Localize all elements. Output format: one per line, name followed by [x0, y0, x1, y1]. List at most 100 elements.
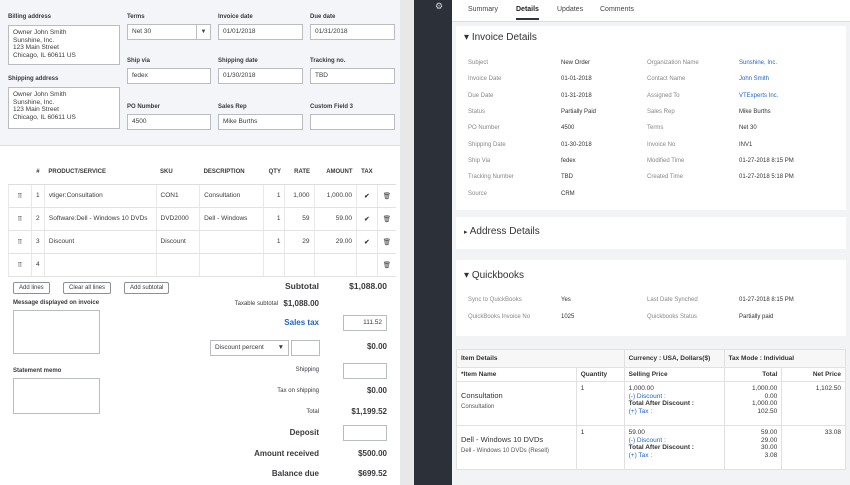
amount-received-value: $500.00: [358, 449, 387, 458]
sales-rep-input[interactable]: Mike Burths: [218, 114, 303, 130]
message-textarea[interactable]: [13, 310, 100, 354]
tax-link[interactable]: (+) Tax :: [628, 407, 653, 415]
discount-link[interactable]: (-) Discount :: [628, 392, 666, 400]
table-row[interactable]: ⠿ 1 vtiger:Consultation CON1 Consultatio…: [8, 184, 396, 208]
discount-input[interactable]: [291, 340, 320, 356]
trash-icon[interactable]: 🗑: [376, 184, 396, 208]
tab-comments[interactable]: Comments: [600, 6, 634, 13]
shipping-address-field[interactable]: Owner John Smith Sunshine, Inc. 123 Main…: [8, 87, 120, 129]
chevron-down-icon[interactable]: ▼: [196, 25, 210, 39]
row-description[interactable]: Consultation: [199, 184, 264, 208]
add-subtotal-button[interactable]: Add subtotal: [124, 282, 170, 294]
table-row: Dell - Windows 10 DVDs Dell - Windows 10 …: [456, 425, 846, 470]
row-product[interactable]: [43, 253, 157, 277]
row-product[interactable]: Software:Dell - Windows 10 DVDs: [43, 207, 157, 231]
po-number-input[interactable]: 4500: [127, 114, 211, 130]
quickbooks-header[interactable]: ▾ Quickbooks: [464, 270, 524, 281]
custom-field-3-input[interactable]: [310, 114, 395, 130]
due-date-input[interactable]: 01/31/2018: [310, 24, 395, 40]
row-description[interactable]: [199, 230, 264, 254]
row-qty[interactable]: 1: [263, 207, 285, 231]
row-rate[interactable]: 1,000: [284, 184, 315, 208]
row-rate[interactable]: 29: [284, 230, 315, 254]
row-sku[interactable]: DVD2000: [155, 207, 200, 231]
tracking-no-input[interactable]: TBD: [310, 68, 395, 84]
item-table-header-row: *Item Name Quantity Selling Price Total …: [456, 367, 846, 382]
table-row[interactable]: ⠿ 2 Software:Dell - Windows 10 DVDs DVD2…: [8, 207, 396, 231]
shipping-date-input[interactable]: 01/30/2018: [218, 68, 303, 84]
add-lines-button[interactable]: Add lines: [13, 282, 50, 294]
tax-check-icon[interactable]: ✔: [356, 207, 378, 231]
statement-memo-textarea[interactable]: [13, 378, 100, 414]
row-amount[interactable]: 1,000.00: [313, 184, 357, 208]
billing-address-field[interactable]: Owner John Smith Sunshine, Inc. 123 Main…: [8, 25, 120, 65]
tab-details[interactable]: Details: [516, 6, 539, 20]
contact-link[interactable]: John Smith: [739, 76, 770, 82]
tax-check-icon[interactable]: ✔: [356, 184, 378, 208]
tracking-no-label: Tracking no.: [310, 58, 346, 64]
item-price: 1,000.00: [628, 385, 654, 392]
sales-tax-input[interactable]: 111.52: [343, 315, 387, 331]
row-qty[interactable]: [263, 253, 285, 277]
row-amount[interactable]: [313, 253, 357, 277]
row-num: 2: [30, 207, 45, 231]
row-sku[interactable]: Discount: [155, 230, 200, 254]
row-amount[interactable]: 59.00: [313, 207, 357, 231]
row-product[interactable]: vtiger:Consultation: [43, 184, 157, 208]
row-sku[interactable]: CON1: [155, 184, 200, 208]
trash-icon[interactable]: 🗑: [376, 230, 396, 254]
row-amount[interactable]: 29.00: [313, 230, 357, 254]
drag-handle-icon[interactable]: ⠿: [8, 184, 32, 208]
invoice-date-input[interactable]: 01/01/2018: [218, 24, 303, 40]
clear-all-lines-button[interactable]: Clear all lines: [63, 282, 112, 294]
trash-icon[interactable]: 🗑: [376, 207, 396, 231]
discount-link[interactable]: (-) Discount :: [628, 436, 666, 444]
shipping-address-label: Shipping address: [8, 76, 59, 82]
table-row[interactable]: ⠿ 3 Discount Discount 1 29 29.00 ✔ 🗑: [8, 230, 396, 254]
row-sku[interactable]: [155, 253, 200, 277]
drag-handle-icon[interactable]: ⠿: [8, 253, 32, 277]
col-tax-header: TAX: [356, 160, 378, 185]
deposit-input[interactable]: [343, 425, 387, 441]
row-rate[interactable]: [284, 253, 315, 277]
organization-link[interactable]: Sunshine, Inc.: [739, 60, 778, 66]
table-row[interactable]: ⠿ 4 🗑: [8, 253, 396, 277]
drag-handle-icon[interactable]: ⠿: [8, 230, 32, 254]
sales-tax-link[interactable]: Sales tax: [284, 318, 319, 327]
row-product[interactable]: Discount: [43, 230, 157, 254]
tab-summary[interactable]: Summary: [468, 6, 498, 13]
tab-updates[interactable]: Updates: [557, 6, 584, 13]
item-name: Consultation: [461, 391, 503, 400]
tax-empty-cell[interactable]: [356, 253, 378, 277]
row-qty[interactable]: 1: [263, 184, 285, 208]
assigned-to-link[interactable]: VTExperts Inc.: [739, 93, 779, 99]
tax-check-icon[interactable]: ✔: [356, 230, 378, 254]
row-num: 3: [30, 230, 45, 254]
quickbooks-invoice-panel: Billing address Owner John Smith Sunshin…: [0, 0, 400, 485]
crm-invoice-panel: Summary Details Updates Comments ▾ Invoi…: [452, 0, 850, 485]
terms-select[interactable]: Net 30 ▼: [127, 24, 211, 40]
row-rate[interactable]: 59: [284, 207, 315, 231]
trash-icon[interactable]: 🗑: [376, 253, 396, 277]
line-items-table: # PRODUCT/SERVICE SKU DESCRIPTION QTY RA…: [8, 160, 396, 277]
po-number-label: PO Number: [127, 104, 161, 110]
field-label: Status: [468, 109, 486, 115]
item-after-discount: 1,000.00: [751, 400, 778, 407]
invoice-header-form: Billing address Owner John Smith Sunshin…: [0, 0, 400, 146]
shipping-input[interactable]: [343, 363, 387, 379]
drag-col-header: [8, 160, 32, 185]
settings-icon[interactable]: ⚙: [435, 1, 444, 11]
discount-type-select[interactable]: Discount percent ▼: [210, 340, 289, 356]
field-label: Tracking Number: [468, 174, 514, 180]
tax-link[interactable]: (+) Tax :: [628, 451, 653, 459]
caret-down-icon: ▾: [464, 270, 470, 281]
tax-on-shipping-value: $0.00: [366, 386, 387, 395]
row-qty[interactable]: 1: [263, 230, 285, 254]
row-description[interactable]: [199, 253, 264, 277]
invoice-details-header[interactable]: ▾ Invoice Details: [464, 32, 537, 43]
drag-handle-icon[interactable]: ⠿: [8, 207, 32, 231]
address-details-header[interactable]: ▸ Address Details: [464, 226, 540, 237]
custom-field-3-label: Custom Field 3: [310, 104, 354, 110]
row-description[interactable]: Dell - Windows: [199, 207, 264, 231]
ship-via-input[interactable]: fedex: [127, 68, 211, 84]
